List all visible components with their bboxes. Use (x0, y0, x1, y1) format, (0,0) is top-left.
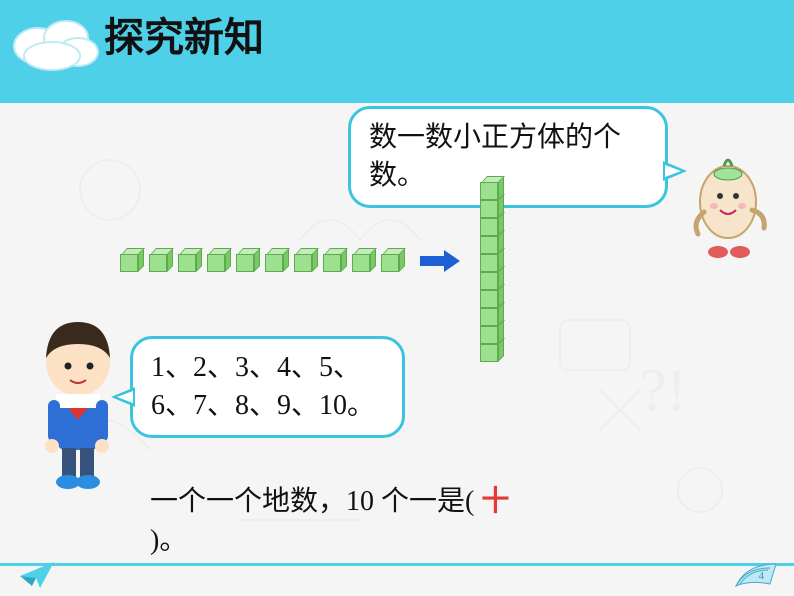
cubes-row (120, 248, 405, 272)
cube-icon (236, 248, 260, 272)
arrow-right-icon (420, 250, 460, 272)
cube-icon (323, 248, 347, 272)
bottom-sentence: 一个一个地数，10 个一是( 十 )。 (150, 482, 690, 560)
cube-icon (480, 176, 504, 200)
paper-plane-icon (18, 558, 58, 590)
cube-icon (120, 248, 144, 272)
cubes-stack (480, 182, 504, 362)
speech-balloon-top: 数一数小正方体的个数。 (348, 106, 668, 208)
sentence-suffix: )。 (150, 525, 187, 556)
cube-icon (149, 248, 173, 272)
cube-icon (207, 248, 231, 272)
balloon-bottom-text: 1、2、3、4、5、6、7、8、9、10。 (151, 352, 375, 421)
cube-icon (265, 248, 289, 272)
svg-text:?!: ?! (640, 357, 687, 423)
sentence-answer: 十 (481, 486, 509, 517)
cloud-icon (6, 8, 106, 74)
page-flip-icon[interactable] (732, 552, 780, 592)
footer-line (0, 563, 794, 566)
mascot-character-icon (688, 152, 770, 262)
page-title: 探究新知 (104, 16, 284, 60)
speech-balloon-bottom: 1、2、3、4、5、6、7、8、9、10。 (130, 336, 405, 438)
cube-icon (352, 248, 376, 272)
sentence-prefix: 一个一个地数，10 个一是( (150, 486, 474, 517)
cube-icon (294, 248, 318, 272)
cube-icon (381, 248, 405, 272)
balloon-tail-icon (111, 387, 135, 407)
cube-icon (178, 248, 202, 272)
page-number: 4 (759, 570, 765, 582)
balloon-tail-icon (663, 161, 687, 181)
